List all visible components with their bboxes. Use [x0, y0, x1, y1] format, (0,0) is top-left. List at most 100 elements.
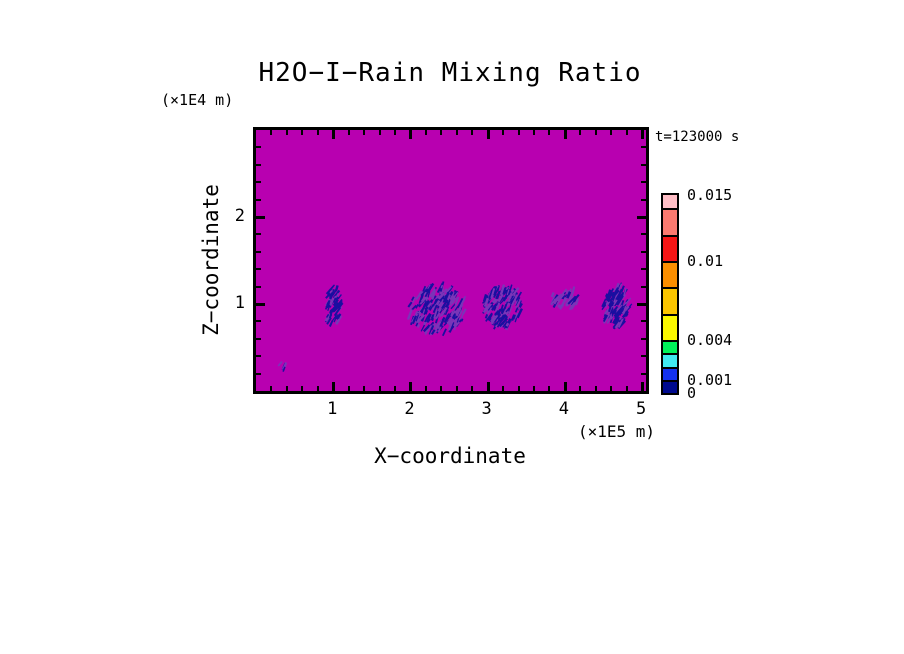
x-major-tick	[332, 382, 335, 391]
rain-cell-stroke	[440, 284, 444, 289]
rain-cell-stroke	[514, 307, 519, 313]
rain-cell-stroke	[453, 319, 458, 327]
x-minor-tick	[394, 130, 396, 135]
x-minor-tick	[363, 130, 365, 135]
rain-cell-stroke	[605, 294, 612, 302]
rain-cell-stroke	[337, 294, 342, 300]
rain-cell-stroke	[282, 366, 286, 372]
rain-cell-stroke	[484, 314, 489, 319]
x-tick-label: 3	[481, 399, 492, 419]
colorbar-segment	[663, 208, 677, 235]
x-minor-tick	[301, 386, 303, 391]
x-minor-tick	[425, 386, 427, 391]
z-major-tick	[637, 303, 646, 306]
x-minor-tick	[440, 386, 442, 391]
rain-cell-stroke	[604, 293, 609, 298]
rain-cell-stroke	[415, 310, 419, 315]
rain-cell-stroke	[505, 307, 510, 313]
z-minor-tick	[256, 338, 261, 340]
rain-cell-stroke	[451, 291, 459, 300]
rain-cell-stroke	[428, 325, 434, 335]
rain-cell-stroke	[613, 285, 619, 293]
rain-cell-stroke	[460, 318, 464, 322]
rain-cell-stroke	[574, 298, 580, 306]
z-minor-tick	[641, 146, 646, 148]
x-major-tick	[409, 382, 412, 391]
rain-cell-stroke	[436, 323, 441, 329]
rain-cell-stroke	[431, 314, 436, 322]
x-minor-tick	[317, 130, 319, 135]
rain-cell-stroke	[504, 321, 508, 328]
rain-cell-stroke	[567, 295, 577, 305]
rain-cell-stroke	[490, 303, 498, 311]
rain-cell-stroke	[518, 303, 523, 309]
rain-cell-stroke	[623, 310, 628, 318]
z-minor-tick	[256, 146, 261, 148]
rain-cell-stroke	[614, 321, 621, 329]
rain-cell-stroke	[601, 298, 607, 308]
rain-cell-stroke	[500, 314, 506, 320]
rain-cell-stroke	[508, 292, 513, 299]
rain-cell-stroke	[621, 319, 625, 324]
rain-cell-stroke	[508, 284, 513, 294]
rain-cell-stroke	[492, 312, 502, 323]
z-minor-tick	[641, 320, 646, 322]
x-minor-tick	[348, 130, 350, 135]
rain-cell-stroke	[424, 312, 431, 323]
rain-cell-stroke	[434, 298, 440, 305]
z-major-tick	[256, 303, 265, 306]
x-minor-tick	[471, 386, 473, 391]
x-minor-tick	[579, 130, 581, 135]
rain-cell-stroke	[608, 289, 611, 294]
rain-cell-stroke	[433, 323, 440, 334]
rain-cell-stroke	[440, 306, 448, 317]
colorbar-value-label: 0.01	[687, 252, 724, 270]
rain-cell-stroke	[494, 309, 500, 316]
rain-cell-stroke	[281, 365, 286, 370]
rain-cell-stroke	[437, 287, 442, 292]
colorbar-segment	[663, 313, 677, 341]
rain-cell-stroke	[457, 303, 464, 312]
rain-cell-stroke	[612, 319, 620, 329]
rain-cell-stroke	[446, 313, 450, 317]
rain-cell-stroke	[557, 293, 565, 302]
rain-cell-stroke	[510, 314, 516, 321]
rain-cell-stroke	[493, 285, 498, 294]
rain-cell-stroke	[485, 312, 493, 322]
rain-cell-stroke	[490, 314, 496, 322]
z-minor-tick	[256, 286, 261, 288]
x-major-tick	[487, 382, 490, 391]
rain-cell-stroke	[430, 329, 436, 335]
rain-cell-stroke	[608, 294, 616, 304]
rain-cell-stroke	[422, 285, 427, 292]
x-minor-tick	[610, 386, 612, 391]
rain-cell-stroke	[419, 299, 425, 305]
x-minor-tick	[425, 130, 427, 135]
rain-cell-stroke	[603, 313, 611, 324]
rain-cell-stroke	[507, 306, 513, 317]
x-minor-tick	[579, 386, 581, 391]
x-minor-tick	[610, 130, 612, 135]
rain-cell-stroke	[333, 306, 338, 312]
z-minor-tick	[641, 199, 646, 201]
rain-cell-stroke	[330, 288, 335, 296]
rain-cell-stroke	[327, 300, 330, 305]
rain-cell-stroke	[559, 288, 568, 298]
rain-cell-stroke	[606, 314, 613, 324]
rain-cell-stroke	[566, 291, 572, 299]
x-minor-tick	[379, 130, 381, 135]
z-minor-tick	[641, 164, 646, 166]
rain-cell-stroke	[602, 314, 609, 323]
x-minor-tick	[533, 130, 535, 135]
x-major-tick	[564, 130, 567, 139]
rain-cell-stroke	[615, 289, 623, 301]
rain-cell-stroke	[569, 301, 576, 310]
rain-cell-stroke	[609, 288, 615, 295]
rain-cell-stroke	[482, 294, 488, 302]
rain-cell-stroke	[604, 308, 610, 315]
rain-cell-stroke	[608, 301, 613, 313]
rain-cell-stroke	[328, 310, 333, 319]
field-background	[256, 130, 646, 391]
rain-cell-stroke	[418, 293, 424, 305]
rain-cell-stroke	[441, 299, 449, 310]
